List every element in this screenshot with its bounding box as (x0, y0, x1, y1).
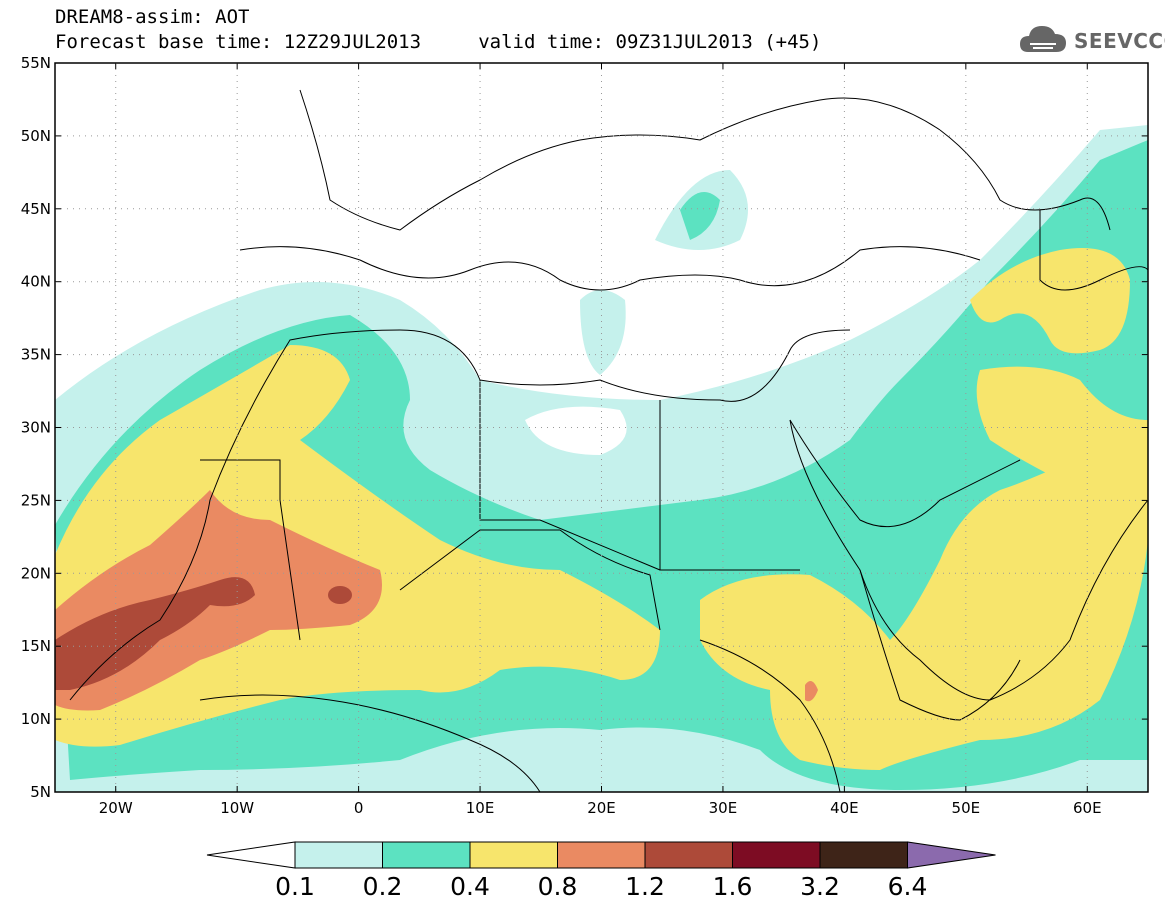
lat-tick-label: 40N (21, 273, 51, 291)
logo-text: SEEVCCC (1074, 29, 1165, 53)
cloud-icon (1020, 26, 1066, 52)
lon-tick-label: 60E (1073, 799, 1102, 817)
lat-tick-label: 35N (21, 346, 51, 364)
contour-0.4-caspian (970, 248, 1130, 354)
contour-clear-libya (525, 406, 627, 455)
colorbar-segment (819, 841, 908, 869)
colorbar-label: 1.2 (625, 872, 665, 901)
longitude-labels: 20W 10W 0 10E 20E 30E 40E 50E 60E (99, 799, 1102, 817)
lat-tick-label: 55N (21, 54, 51, 72)
colorbar-label: 0.1 (275, 872, 315, 901)
coastlines (69, 89, 1148, 792)
lat-tick-label: 25N (21, 491, 51, 509)
latitude-labels: 5N 10N 15N 20N 25N 30N 35N 40N 45N 50N 55N (21, 54, 51, 801)
lat-tick-label: 10N (21, 710, 51, 728)
colorbar-segment (732, 841, 821, 869)
colorbar-segment (294, 841, 383, 869)
colorbar-label: 6.4 (888, 872, 928, 901)
contour-0.2-blacksea (680, 192, 720, 240)
colorbar-label: 3.2 (800, 872, 840, 901)
colorbar-segment (469, 841, 558, 869)
colorbar-min-arrow (206, 841, 296, 869)
colorbar-max-arrow (907, 841, 996, 869)
lat-tick-label: 15N (21, 637, 51, 655)
contour-0.8-ethiopia (805, 681, 818, 702)
lat-tick-label: 20N (21, 564, 51, 582)
colorbar-segment (382, 841, 471, 869)
contour-0.1-aegean (580, 290, 626, 375)
lon-tick-label: 0 (354, 799, 364, 817)
lat-tick-label: 45N (21, 200, 51, 218)
contour-0.4-iran (976, 366, 1148, 480)
colorbar-segment (644, 841, 733, 869)
map-title: DREAM8-assim: AOT (55, 6, 250, 28)
colorbar-label: 1.6 (713, 872, 753, 901)
lon-tick-label: 20E (587, 799, 616, 817)
colorbar-label: 0.4 (450, 872, 490, 901)
lon-tick-label: 10W (220, 799, 254, 817)
graticule (55, 62, 1148, 793)
lat-tick-label: 50N (21, 127, 51, 145)
lon-tick-label: 10E (466, 799, 495, 817)
lon-tick-label: 20W (99, 799, 133, 817)
lat-tick-label: 5N (30, 783, 51, 801)
contour-1.2-mali (328, 586, 352, 604)
colorbar-segment (557, 841, 646, 869)
colorbar-label: 0.2 (363, 872, 403, 901)
forecast-time-subtitle: Forecast base time: 12Z29JUL2013 valid t… (55, 31, 822, 53)
lat-tick-label: 30N (21, 419, 51, 437)
colorbar: 0.1 0.2 0.4 0.8 1.2 1.6 3.2 6.4 (206, 841, 996, 901)
colorbar-label: 0.8 (538, 872, 578, 901)
lon-tick-label: 30E (709, 799, 738, 817)
lon-tick-label: 40E (830, 799, 859, 817)
lon-tick-label: 50E (952, 799, 981, 817)
